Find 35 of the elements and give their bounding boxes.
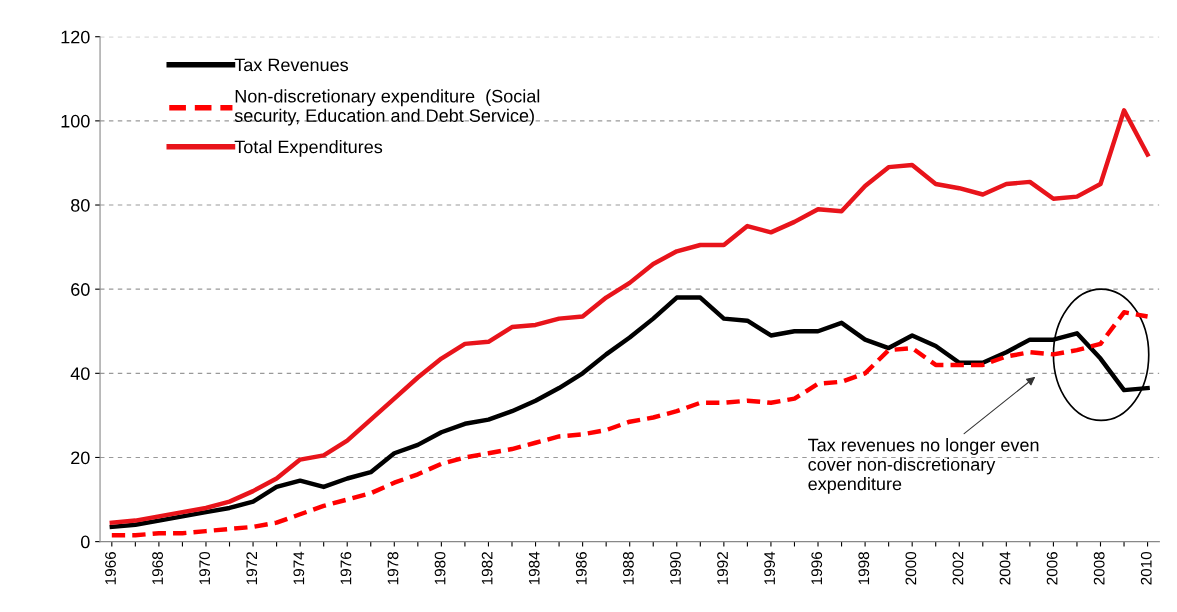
- x-tick-label: 1984: [528, 551, 540, 585]
- x-tick-label: 2010: [1140, 551, 1152, 585]
- x-tick-label: 1974: [293, 551, 305, 585]
- x-tick-label: 1988: [622, 552, 634, 585]
- line-series: [109, 108, 1150, 525]
- y-tick-label: 60: [71, 283, 90, 296]
- y-tick-label: 100: [61, 114, 90, 128]
- x-tick-label: 1986: [575, 552, 587, 585]
- x-tick-label: 2000: [905, 551, 917, 585]
- annotation: Tax revenues no longer even cover non-discretionary expenditure: [808, 438, 1039, 494]
- x-tick-label: 1982: [481, 552, 493, 585]
- x-tick-label: 1978: [387, 552, 399, 585]
- y-tick-label: 40: [70, 367, 90, 381]
- legend-label: Total Expenditures: [234, 140, 383, 157]
- x-tick-label: 2002: [952, 552, 964, 585]
- x-tick-label: 2008: [1093, 552, 1105, 585]
- x-tick-label: 1970: [199, 551, 211, 585]
- x-tick-label: 1994: [764, 551, 776, 585]
- x-tick-label: 1998: [858, 552, 870, 585]
- x-tick-label: 1996: [811, 552, 823, 585]
- y-tick-label: 20: [71, 451, 90, 465]
- x-tick-label: 1990: [670, 551, 681, 585]
- x-tick-label: 1980: [434, 551, 446, 585]
- x-tick-label: 2004: [999, 551, 1011, 585]
- x-tick-label: 2006: [1046, 552, 1058, 585]
- x-tick-label: 1968: [152, 552, 163, 585]
- x-tick-label: 1966: [105, 552, 116, 585]
- y-tick-label: 0: [80, 535, 90, 549]
- legend-label: Non-discretionary expenditure (Social security, Education and Debt Service): [234, 89, 540, 126]
- y-tick-label: 120: [61, 30, 90, 44]
- y-tick-label: 80: [71, 198, 90, 212]
- x-tick-label: 1992: [717, 552, 728, 585]
- legend-label: Tax Revenues: [234, 58, 349, 72]
- x-tick-label: 1976: [340, 552, 352, 585]
- x-tick-label: 1972: [246, 552, 258, 585]
